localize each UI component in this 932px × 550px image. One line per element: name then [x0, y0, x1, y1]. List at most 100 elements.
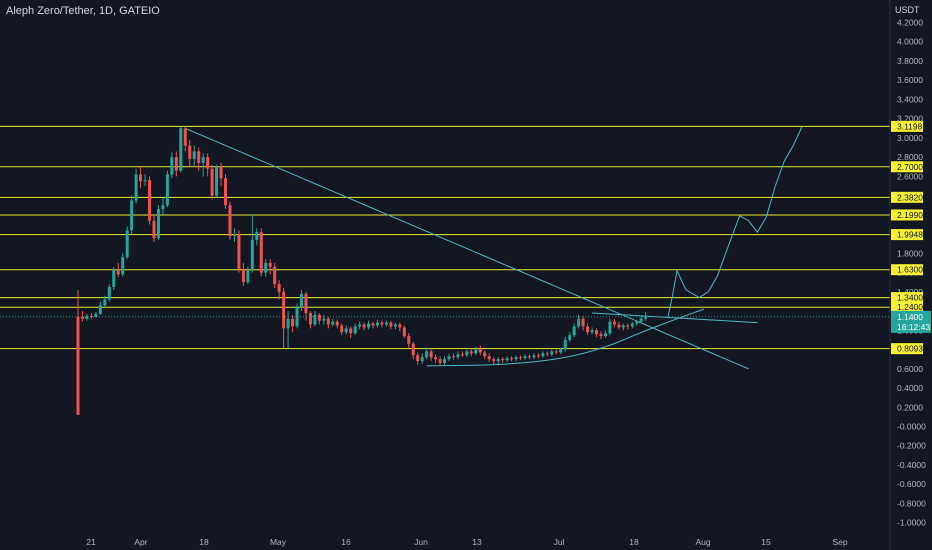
candle-down: [519, 357, 523, 359]
candle-down: [174, 157, 178, 171]
time-tick-label: 16: [341, 537, 351, 547]
candle-down: [626, 325, 630, 327]
candle-down: [407, 336, 411, 344]
candle-down: [308, 312, 312, 325]
price-tick-label: -0.8000: [897, 498, 926, 508]
candle-up: [130, 200, 134, 231]
level-badge-label: 0.8093: [897, 344, 923, 354]
candle-up: [635, 321, 639, 324]
candle-up: [98, 305, 102, 314]
price-tick-label: 3.6000: [897, 75, 923, 85]
candle-up: [465, 351, 469, 356]
candle-down: [116, 269, 120, 275]
candle-down: [545, 353, 549, 355]
candle-down: [80, 316, 84, 319]
time-tick-label: May: [270, 537, 287, 547]
candle-up: [621, 325, 625, 328]
candle-down: [429, 351, 433, 358]
candle-up: [541, 353, 545, 357]
candle-down: [139, 174, 143, 182]
candle-down: [581, 318, 585, 327]
candle-up: [559, 349, 563, 353]
descending-trendline: [185, 127, 749, 370]
candle-down: [411, 343, 415, 356]
price-tick-label: -0.2000: [897, 441, 926, 451]
price-tick-label: 0.4000: [897, 383, 923, 393]
candle-up: [358, 324, 362, 327]
time-axis: 21 Apr 18 May 16 Jun 13 Jul 18 Aug 15 Sep: [86, 537, 848, 547]
candle-up: [134, 174, 138, 201]
candle-up: [192, 151, 196, 160]
candle-down: [416, 355, 420, 362]
candle-up: [393, 324, 397, 327]
price-tick-label: 1.8000: [897, 248, 923, 258]
candle-up: [447, 356, 451, 360]
rounded-bottom-curve: [426, 308, 704, 367]
candle-up: [331, 321, 335, 325]
level-badge: [891, 161, 923, 173]
candle-up: [300, 293, 303, 308]
candle-down: [460, 354, 464, 356]
level-badge: [891, 191, 923, 203]
candle-down: [389, 322, 393, 327]
price-tick-label: 2.6000: [897, 171, 923, 181]
candle-down: [304, 293, 308, 313]
candle-up: [255, 232, 259, 240]
candle-down: [434, 357, 438, 360]
level-badge-label: 1.9948: [897, 230, 923, 240]
candle-up: [286, 318, 290, 329]
time-tick-label: 13: [472, 537, 482, 547]
candle-up: [94, 313, 98, 317]
candle-up: [603, 333, 607, 337]
level-badge: [891, 292, 923, 304]
candle-up: [443, 359, 447, 364]
level-badge-label: 1.6300: [897, 265, 923, 275]
candle-down: [402, 327, 406, 337]
time-tick-label: Aug: [695, 537, 710, 547]
candle-down: [340, 325, 344, 333]
candle-down: [228, 205, 232, 237]
level-badge-label: 3.1198: [897, 121, 923, 131]
level-badge-label: 2.7000: [897, 162, 923, 172]
candle-up: [532, 355, 536, 358]
candle-down: [599, 334, 603, 337]
candle-down: [398, 324, 402, 328]
candle-up: [295, 307, 299, 327]
candle-down: [478, 349, 482, 353]
time-tick-label: 18: [199, 537, 209, 547]
candle-down: [210, 168, 214, 196]
price-tick-label: 1.4000: [897, 287, 923, 297]
candle-down: [241, 268, 245, 283]
time-tick-label: Jul: [554, 537, 565, 547]
candle-down: [438, 359, 442, 364]
level-badge: [891, 209, 923, 221]
candle-down: [362, 324, 366, 328]
price-tick-label: 3.8000: [897, 56, 923, 66]
price-tick-label: 4.2000: [897, 17, 923, 27]
price-tick-label: -0.4000: [897, 460, 926, 470]
candle-down: [554, 351, 558, 353]
time-tick-label: Jun: [414, 537, 428, 547]
candle-up: [170, 157, 174, 175]
candle-down: [148, 180, 152, 221]
candle-up: [246, 270, 250, 283]
price-tick-label: 2.8000: [897, 152, 923, 162]
candle-up: [568, 335, 572, 340]
chart-title: Aleph Zero/Tether, 1D, GATEIO: [6, 5, 160, 17]
projection-path: [667, 126, 803, 317]
candle-up: [425, 351, 429, 358]
candle-up: [550, 351, 554, 355]
candle-down: [371, 323, 375, 326]
level-badge-label: 1.3400: [897, 293, 923, 303]
candle-down: [586, 326, 590, 333]
candle-down: [501, 359, 505, 361]
current-price-label: 1.1400: [897, 312, 923, 322]
candle-up: [456, 354, 460, 358]
time-tick-label: 15: [761, 537, 771, 547]
candle-up: [125, 230, 129, 258]
level-badge: [891, 229, 923, 241]
candle-down: [451, 356, 455, 358]
candle-up: [496, 359, 500, 362]
